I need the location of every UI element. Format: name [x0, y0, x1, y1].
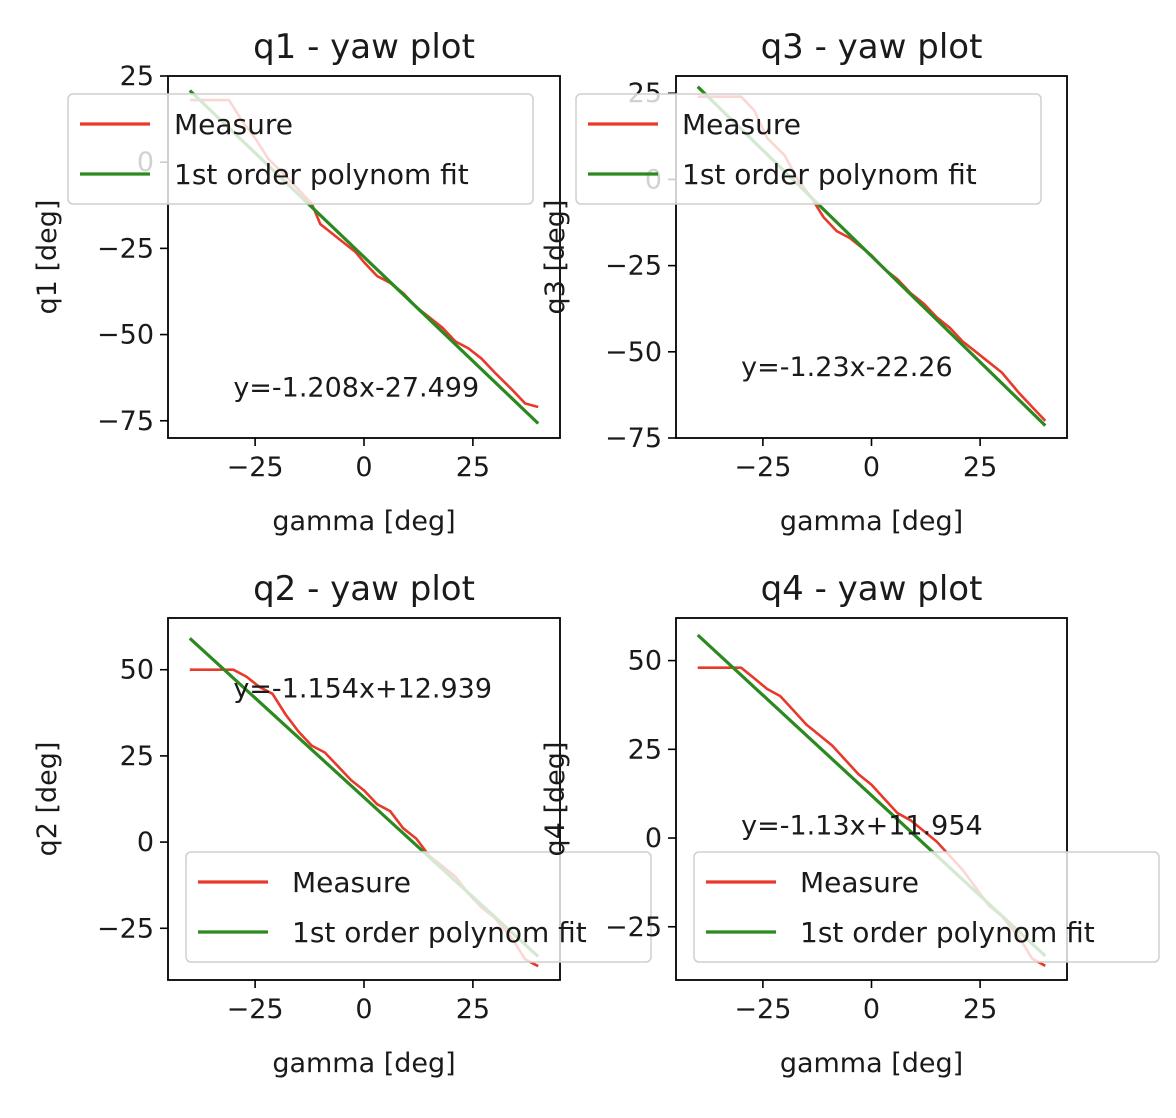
q1-ytick-label: −25 — [97, 233, 154, 264]
q2-legend-label-measure: Measure — [292, 866, 411, 899]
q2-xtick-label: 25 — [456, 994, 490, 1025]
q1-xaxis-label: gamma [deg] — [272, 506, 455, 537]
q1-ytick-label: −75 — [97, 406, 154, 437]
q2-xaxis-label: gamma [deg] — [272, 1048, 455, 1079]
q1-legend-frame — [67, 93, 534, 205]
q2-legend-label-fit: 1st order polynom fit — [292, 916, 587, 949]
q1-ytick-label: −50 — [97, 320, 154, 351]
q2-xtick-label: 0 — [355, 994, 372, 1025]
q3-xaxis-label: gamma [deg] — [780, 506, 963, 537]
q4-fit-equation: y=-1.13x+11.954 — [741, 810, 983, 841]
q3-ytick-label: −75 — [605, 423, 662, 454]
q3-legend: Measure 1st order polynom fit — [575, 93, 1042, 205]
q1-title: q1 - yaw plot — [253, 27, 475, 67]
q2-subplot: q2 - yaw plot −25 0 25 50 25 0 −25 gamma [deg] q2… — [32, 569, 652, 1079]
q4-ytick-label: 50 — [628, 646, 662, 677]
q4-xtick-label: 25 — [963, 994, 997, 1025]
q1-legend-label-measure: Measure — [174, 108, 293, 141]
q3-xtick-label: −25 — [734, 452, 791, 483]
q4-ytick-label: 0 — [645, 823, 662, 854]
q2-ytick-label: −25 — [97, 913, 154, 944]
q2-xtick-label: −25 — [227, 994, 284, 1025]
q1-fit-equation: y=-1.208x-27.499 — [233, 373, 479, 404]
q1-xtick-label: 0 — [355, 452, 372, 483]
q1-legend: Measure 1st order polynom fit — [67, 93, 534, 205]
q4-xtick-label: 0 — [863, 994, 880, 1025]
q2-ytick-label: 25 — [120, 741, 154, 772]
q2-ytick-label: 0 — [137, 827, 154, 858]
q3-legend-label-measure: Measure — [682, 108, 801, 141]
q3-title: q3 - yaw plot — [761, 27, 983, 67]
q4-ytick-label: 25 — [628, 734, 662, 765]
q3-legend-label-fit: 1st order polynom fit — [682, 158, 977, 191]
q4-legend-label-fit: 1st order polynom fit — [800, 916, 1095, 949]
q3-ytick-label: −25 — [605, 251, 662, 282]
q3-legend-frame — [575, 93, 1042, 205]
q4-xaxis-label: gamma [deg] — [780, 1048, 963, 1079]
q1-yaxis-label: q1 [deg] — [32, 200, 63, 315]
q2-legend: Measure 1st order polynom fit — [185, 851, 652, 963]
q4-yaxis-label: q4 [deg] — [540, 742, 571, 857]
q3-fit-equation: y=-1.23x-22.26 — [741, 352, 952, 383]
q4-legend: Measure 1st order polynom fit — [693, 851, 1160, 963]
q1-legend-label-fit: 1st order polynom fit — [174, 158, 469, 191]
q4-xtick-label: −25 — [734, 994, 791, 1025]
q4-legend-label-measure: Measure — [800, 866, 919, 899]
q3-xtick-label: 0 — [863, 452, 880, 483]
q3-yaxis-label: q3 [deg] — [540, 200, 571, 315]
q4-subplot: q4 - yaw plot −25 0 25 50 25 0 −25 gamma [deg] q4… — [540, 569, 1160, 1079]
q4-title: q4 - yaw plot — [761, 569, 983, 609]
q2-title: q2 - yaw plot — [253, 569, 475, 609]
q2-fit-equation: y=-1.154x+12.939 — [233, 673, 492, 704]
q1-xtick-label: 25 — [456, 452, 490, 483]
q3-ytick-label: −50 — [605, 337, 662, 368]
q1-ytick-label: 25 — [120, 61, 154, 92]
q1-xtick-label: −25 — [227, 452, 284, 483]
q2-legend-frame — [185, 851, 652, 963]
q4-ytick-label: −25 — [605, 912, 662, 943]
q2-ytick-label: 50 — [120, 655, 154, 686]
q4-legend-frame — [693, 851, 1160, 963]
q2-yaxis-label: q2 [deg] — [32, 742, 63, 857]
q3-xtick-label: 25 — [963, 452, 997, 483]
